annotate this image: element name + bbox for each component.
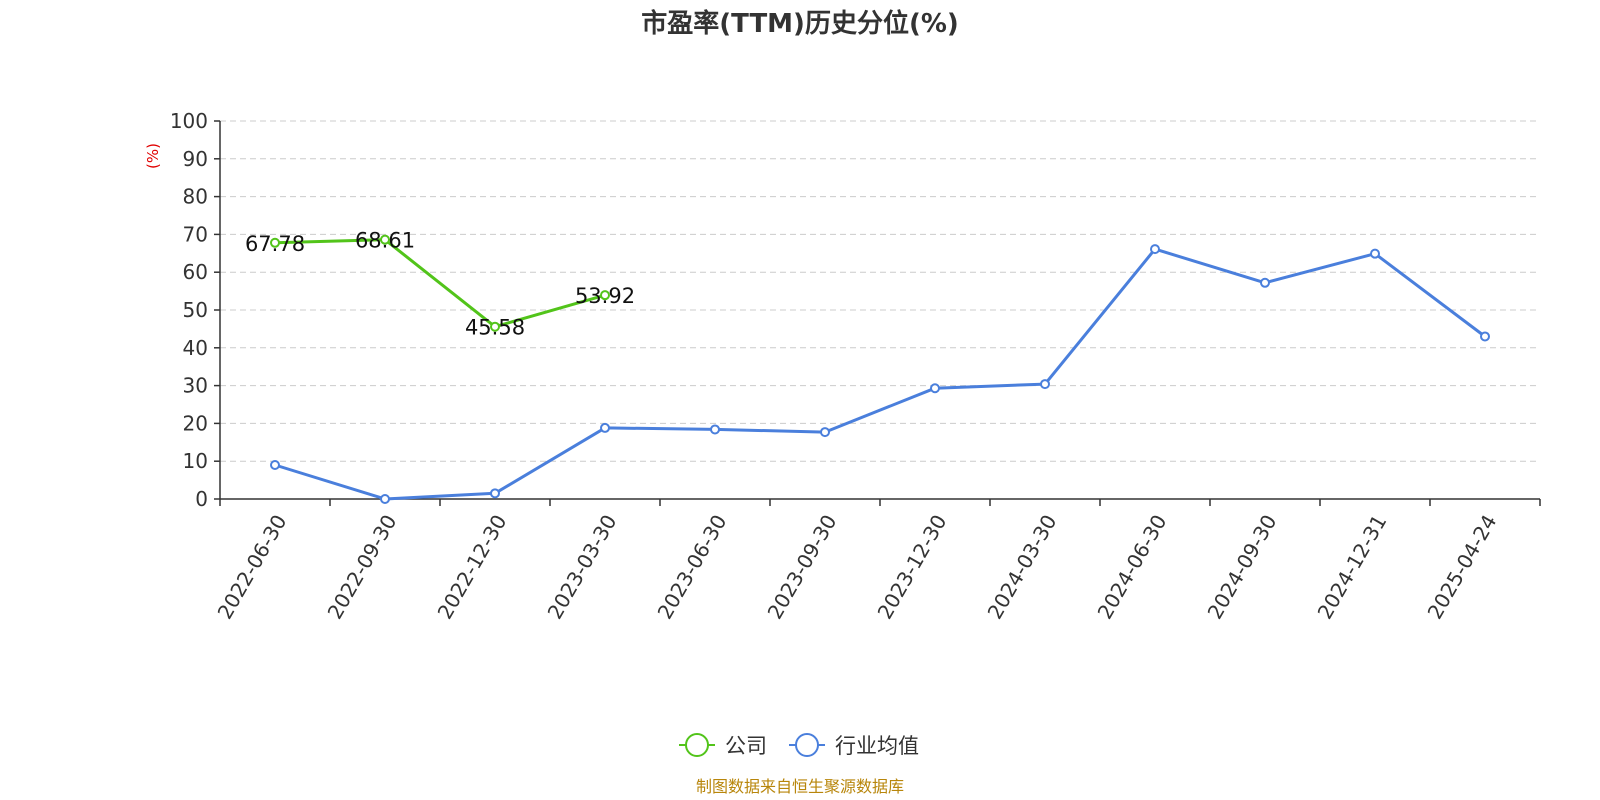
data-point: [1370, 248, 1380, 259]
data-point: [710, 424, 720, 435]
y-axis-unit-label: (%): [144, 143, 162, 169]
data-point: [1480, 331, 1490, 342]
x-tick-label: 2024-09-30: [1203, 511, 1282, 624]
data-point: [600, 422, 610, 433]
data-point: [1260, 277, 1270, 288]
legend[interactable]: 公司 行业均值: [679, 733, 919, 758]
data-labels: 67.78 68.61 45.58 53.92: [245, 229, 635, 340]
data-point: [490, 488, 500, 499]
x-tick-label: 2024-06-30: [1093, 511, 1172, 624]
y-tick-label: 10: [183, 449, 208, 473]
x-tick-label: 2024-03-30: [983, 511, 1062, 624]
data-point: [380, 234, 390, 245]
x-tick-label: 2023-06-30: [653, 511, 732, 624]
data-point: [930, 383, 940, 394]
y-tick-label: 60: [183, 260, 208, 284]
y-tick-label: 100: [170, 109, 208, 133]
data-point: [270, 237, 280, 248]
y-tick-label: 80: [183, 185, 208, 209]
y-tick-labels: 0 10 20 30 40 50 60 70 80 90 100: [170, 109, 208, 511]
legend-label: 公司: [725, 734, 767, 758]
legend-marker: [795, 733, 819, 757]
x-tick-label: 2022-06-30: [213, 511, 292, 624]
grid-lines: [220, 120, 1540, 462]
x-tick-label: 2023-09-30: [763, 511, 842, 624]
data-point: [600, 290, 610, 301]
y-tick-label: 30: [183, 374, 208, 398]
y-tick-label: 70: [183, 222, 208, 246]
data-label: 67.78: [245, 232, 305, 256]
series-line: [274, 247, 1486, 501]
x-tick-label: 2023-12-30: [873, 511, 952, 624]
y-tick-label: 0: [195, 487, 208, 511]
legend-marker: [685, 733, 709, 757]
legend-label: 行业均值: [835, 734, 919, 758]
y-tick-label: 40: [183, 336, 208, 360]
source-footer: 制图数据来自恒生聚源数据库: [696, 777, 904, 796]
chart-title: 市盈率(TTM)历史分位(%): [641, 8, 959, 39]
data-point: [1040, 379, 1050, 390]
data-point: [270, 459, 280, 470]
legend-item[interactable]: 公司: [679, 733, 767, 758]
y-tick-label: 20: [183, 411, 208, 435]
data-label: 68.61: [355, 229, 415, 253]
data-point: [490, 321, 500, 332]
x-tick-labels: 2022-06-30 2022-09-30 2022-12-30 2023-03-30…: [213, 511, 1502, 624]
x-tick-label: 2025-04-24: [1423, 511, 1502, 624]
axes: [214, 120, 1541, 506]
x-tick-label: 2024-12-31: [1313, 511, 1392, 624]
x-tick-label: 2022-12-30: [433, 511, 512, 624]
x-tick-label: 2023-03-30: [543, 511, 622, 624]
series-line: [274, 238, 606, 329]
y-tick-label: 90: [183, 147, 208, 171]
data-point: [380, 494, 390, 504]
legend-item[interactable]: 行业均值: [789, 733, 919, 758]
x-tick-label: 2022-09-30: [323, 511, 402, 624]
series-group: [270, 234, 1490, 504]
data-label: 45.58: [465, 316, 525, 340]
y-tick-label: 50: [183, 298, 208, 322]
data-label: 53.92: [575, 284, 635, 308]
data-point: [820, 427, 830, 438]
data-point: [1150, 244, 1160, 255]
